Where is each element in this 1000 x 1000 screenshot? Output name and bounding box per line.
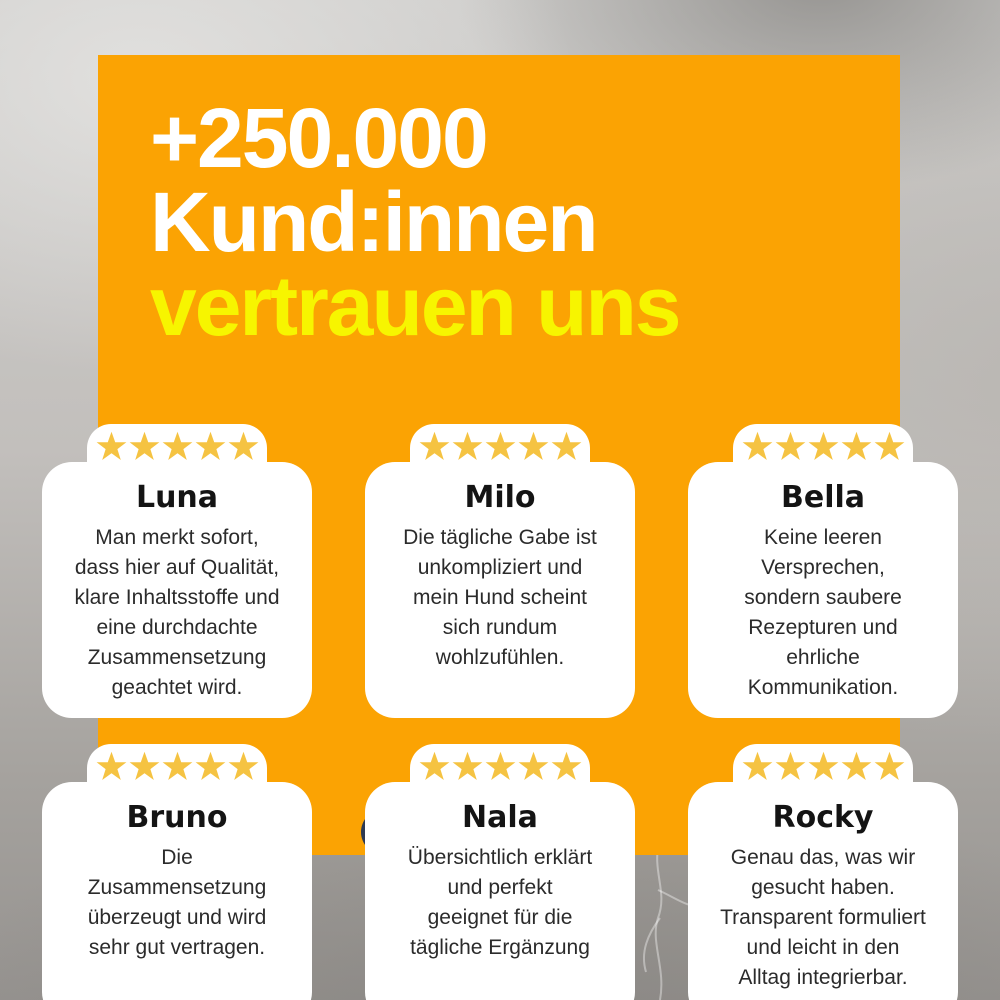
star-icon (162, 431, 192, 460)
star-icon (419, 751, 449, 780)
star-icon (195, 751, 225, 780)
star-icon (841, 431, 871, 460)
testimonial-body: Rocky Genau das, was wir gesucht haben. … (688, 782, 958, 1000)
star-icon (874, 751, 904, 780)
five-star-rating (87, 431, 267, 461)
review-text: Die Zusammensetzung überzeugt und wird s… (87, 846, 267, 959)
star-icon (518, 751, 548, 780)
reviewer-name: Bruno (126, 800, 228, 835)
testimonial-card-bruno: Bruno Die Zusammensetzung überzeugt und … (42, 744, 312, 1000)
reviewer-name: Nala (462, 800, 538, 835)
headline-customers: Kund:innen (150, 175, 599, 269)
star-icon (518, 431, 548, 460)
reviewer-name: Bella (780, 480, 866, 515)
star-icon (485, 431, 515, 460)
star-icon (96, 751, 126, 780)
reviewer-name: Rocky (772, 800, 874, 835)
star-icon (775, 431, 805, 460)
five-star-rating (87, 751, 267, 781)
five-star-rating (733, 751, 913, 781)
five-star-rating (410, 431, 590, 461)
star-icon (228, 751, 258, 780)
star-icon (775, 751, 805, 780)
star-icon (419, 431, 449, 460)
star-icon (742, 431, 772, 460)
star-icon (742, 751, 772, 780)
headline: +250.000 Kund:innen vertrauen uns (150, 91, 682, 353)
testimonial-body: Luna Man merkt sofort, dass hier auf Qua… (42, 462, 312, 718)
review-text: Man merkt sofort, dass hier auf Qualität… (74, 526, 280, 699)
star-icon (129, 431, 159, 460)
review-text: Keine leeren Versprechen, sondern sauber… (744, 526, 902, 699)
review-text: Die tägliche Gabe ist unkompliziert und … (403, 526, 597, 669)
testimonial-card-bella: Bella Keine leeren Versprechen, sondern … (688, 424, 958, 718)
star-icon (485, 751, 515, 780)
testimonial-card-luna: Luna Man merkt sofort, dass hier auf Qua… (42, 424, 312, 718)
testimonial-body: Nala Übersichtlich erklärt und perfekt g… (365, 782, 635, 1000)
star-icon (551, 431, 581, 460)
star-icon (228, 431, 258, 460)
star-icon (129, 751, 159, 780)
testimonial-card-milo: Milo Die tägliche Gabe ist unkompliziert… (365, 424, 635, 718)
star-icon (808, 431, 838, 460)
testimonial-body: Bruno Die Zusammensetzung überzeugt und … (42, 782, 312, 1000)
review-text: Übersichtlich erklärt und perfekt geeign… (407, 846, 593, 959)
review-text: Genau das, was wir gesucht haben. Transp… (720, 846, 926, 989)
five-star-rating (410, 751, 590, 781)
star-icon (195, 431, 225, 460)
star-icon (874, 431, 904, 460)
star-icon (551, 751, 581, 780)
five-star-rating (733, 431, 913, 461)
star-icon (808, 751, 838, 780)
testimonial-body: Bella Keine leeren Versprechen, sondern … (688, 462, 958, 718)
testimonial-body: Milo Die tägliche Gabe ist unkompliziert… (365, 462, 635, 718)
star-icon (162, 751, 192, 780)
star-icon (841, 751, 871, 780)
headline-count: +250.000 (150, 91, 489, 185)
headline-trust: vertrauen uns (150, 259, 682, 353)
testimonial-card-rocky: Rocky Genau das, was wir gesucht haben. … (688, 744, 958, 1000)
star-icon (452, 751, 482, 780)
reviewer-name: Luna (135, 480, 219, 515)
star-icon (452, 431, 482, 460)
testimonial-card-nala: Nala Übersichtlich erklärt und perfekt g… (365, 744, 635, 1000)
reviewer-name: Milo (464, 480, 536, 515)
star-icon (96, 431, 126, 460)
